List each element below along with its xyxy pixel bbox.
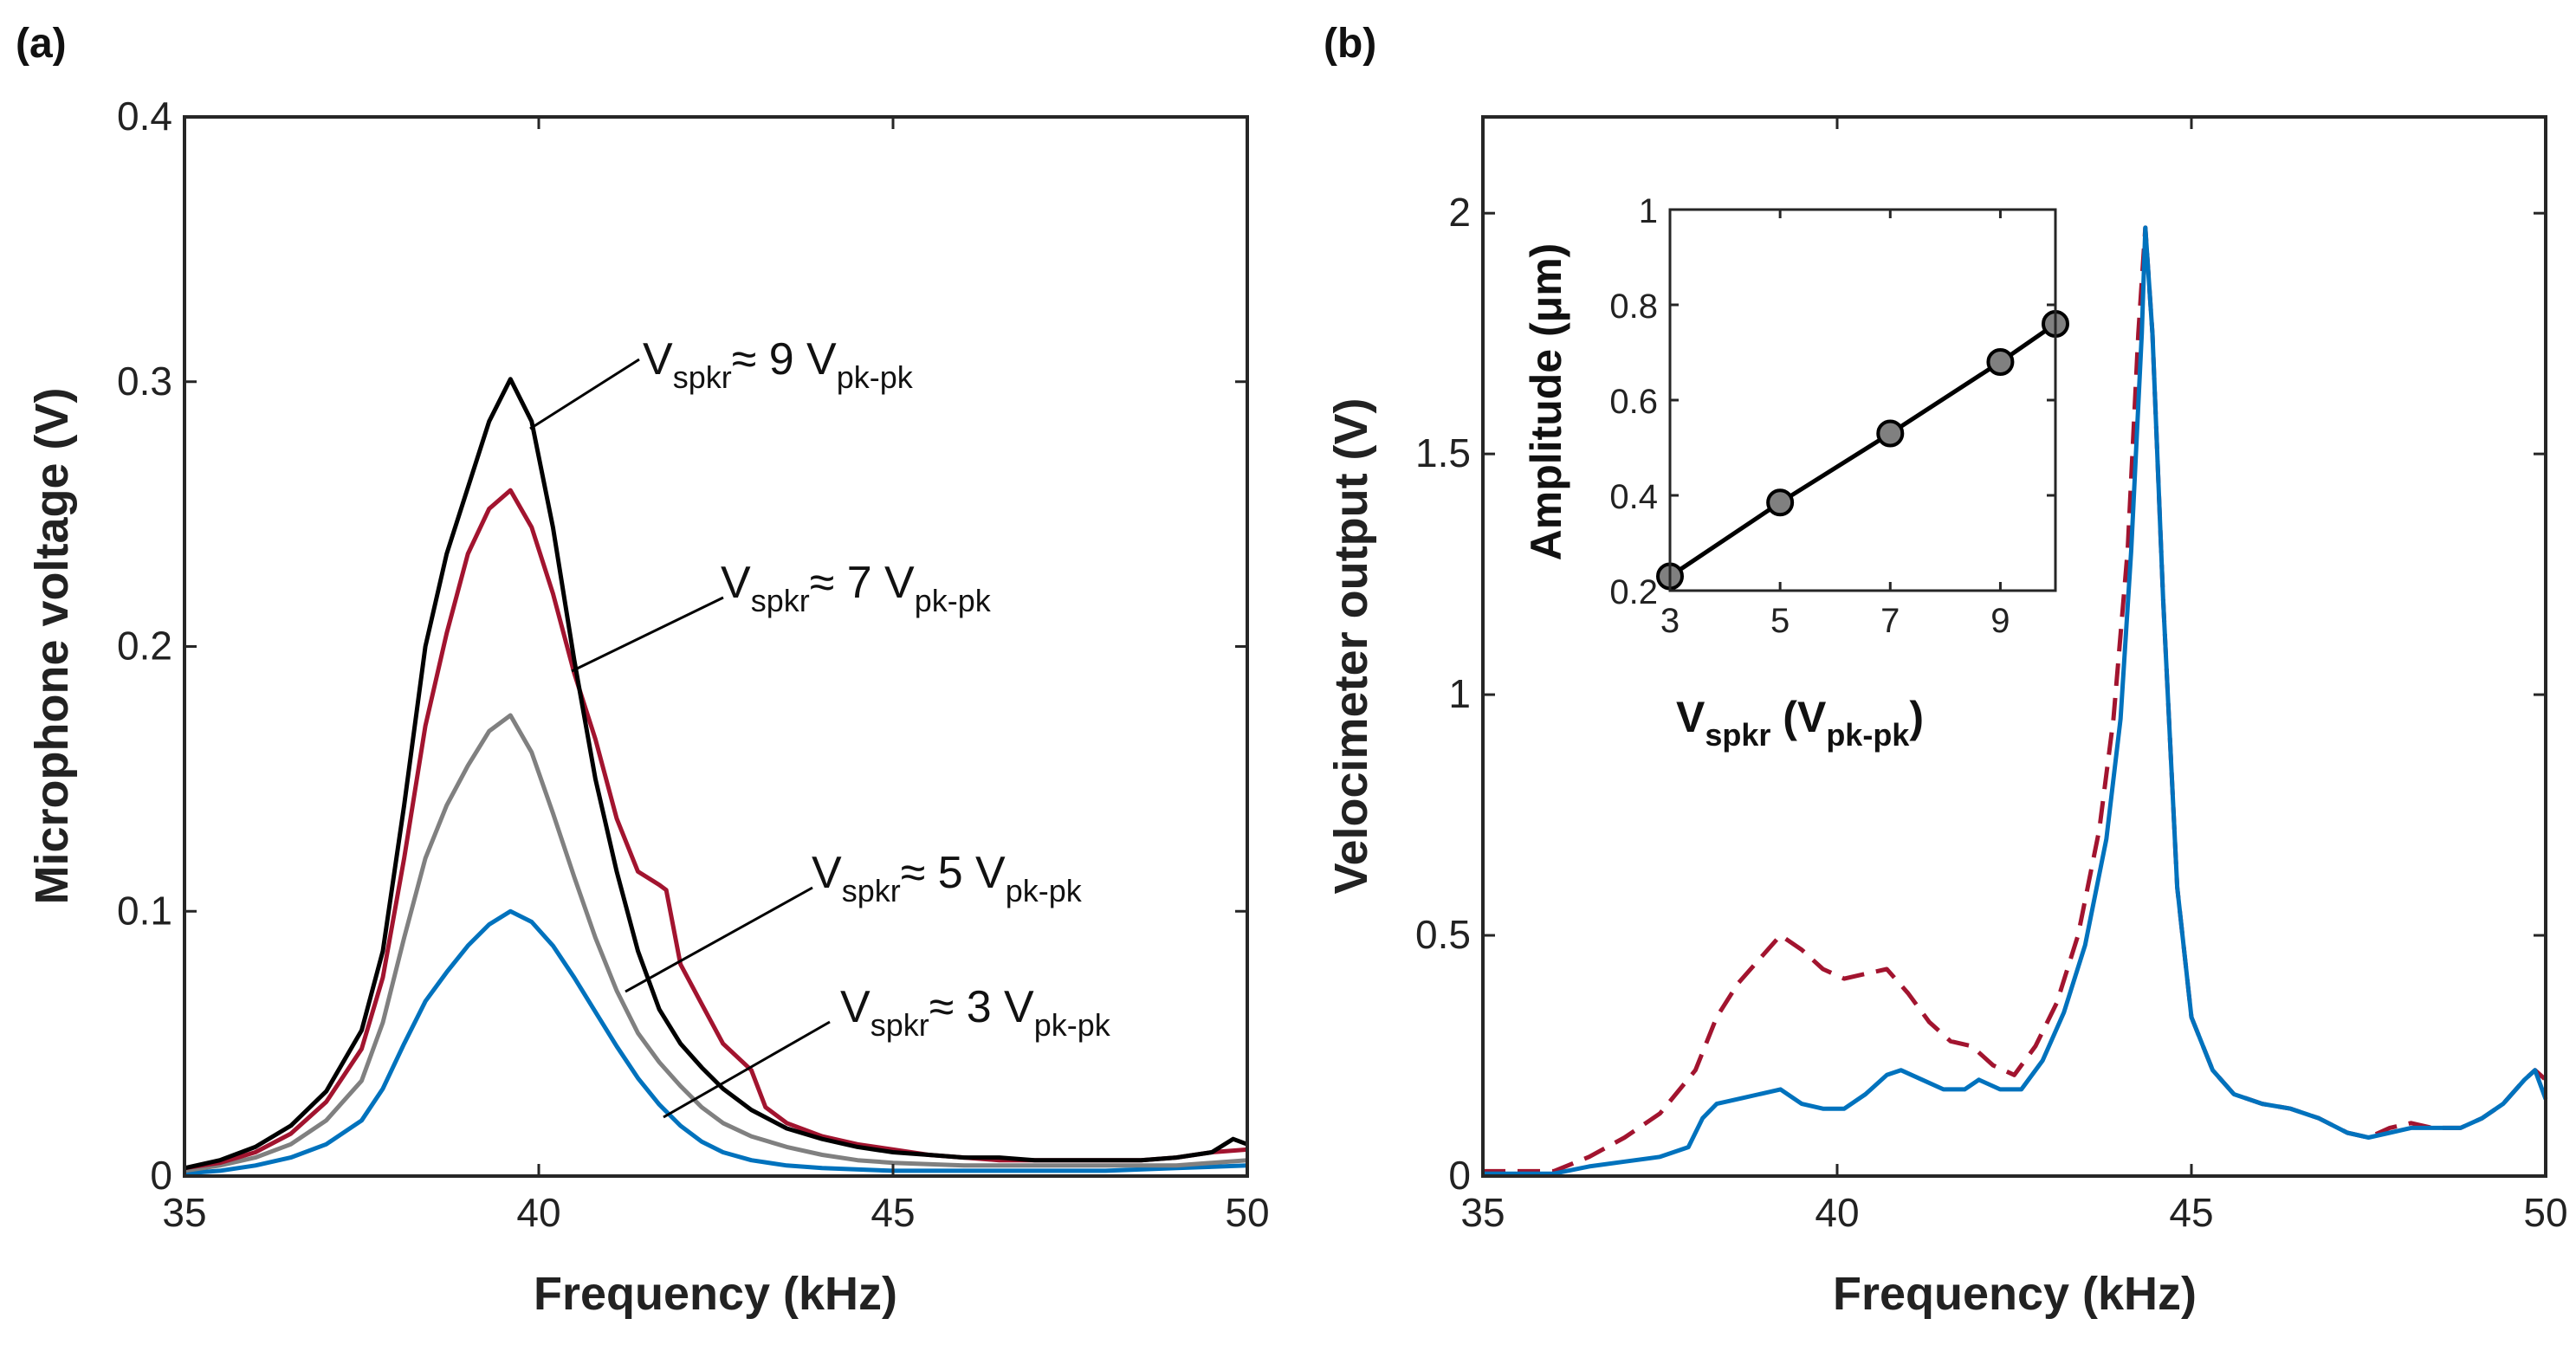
b-x-tick-label: 50: [2523, 1190, 2567, 1235]
annotation-text-5v: Vspkr≈ 5 Vpk-pk: [812, 848, 1083, 908]
inset-y-tick-label: 0.6: [1609, 383, 1658, 421]
y-axis-label-a: Microphone voltage (V): [26, 387, 78, 904]
annotation-pointer-7v: [571, 596, 724, 673]
series-line-3-vpk-pk: [184, 908, 1248, 1176]
chart-panel-a: 35 40 45 50 0 0.1 0.2 0.3 0.4 Frequency (kHz) M…: [26, 94, 1270, 1320]
inset-y-tick-label: 1: [1639, 192, 1658, 230]
inset-x-axis-label: Vspkr (Vpk-pk): [1676, 693, 1924, 753]
annotation-pointer-9v: [529, 358, 640, 430]
y-axis-label-b: Velocimeter output (V): [1325, 398, 1377, 894]
inset-x-tick-label: 3: [1660, 602, 1680, 640]
series-line-dashed: [1483, 225, 2547, 1173]
annotation-7v: Vspkr≈ 7 Vpk-pk: [571, 558, 992, 673]
annotation-3v: Vspkr≈ 3 Vpk-pk: [663, 982, 1111, 1119]
inset-point: [1766, 488, 1795, 517]
x-axis-label-b: Frequency (kHz): [1833, 1268, 2197, 1320]
b-x-tick-label: 40: [1815, 1190, 1859, 1235]
panel-a-label: (a): [16, 21, 67, 67]
annotation-text-7v: Vspkr≈ 7 Vpk-pk: [721, 558, 992, 618]
annotation-pointer-5v: [625, 886, 813, 993]
a-x-tick-label: 45: [871, 1190, 915, 1235]
inset-y-axis-label: Amplitude (μm): [1522, 243, 1570, 561]
inset-plot-area: [1670, 210, 2055, 591]
b-y-tick-label: 1.5: [1415, 430, 1471, 475]
inset-chart: 3 5 7 9 0.2 0.4 0.6 0.8 1 Vspkr (Vpk-pk) Amplit…: [1522, 192, 2069, 753]
inset-x-tick-label: 9: [1990, 602, 2010, 640]
a-y-tick-label: 0.2: [117, 624, 172, 669]
x-ticks-b: 35 40 45 50: [1460, 117, 2568, 1235]
series-group-b: [1483, 225, 2548, 1176]
b-y-tick-label: 1: [1448, 671, 1471, 716]
a-y-tick-label: 0: [150, 1153, 172, 1198]
inset-x-ticks: 3 5 7 9: [1660, 210, 2010, 640]
b-y-tick-label: 2: [1448, 190, 1471, 235]
a-y-tick-label: 0.4: [117, 94, 172, 139]
inset-y-tick-label: 0.2: [1609, 573, 1658, 611]
annotation-5v: Vspkr≈ 5 Vpk-pk: [625, 848, 1083, 993]
b-x-tick-label: 35: [1460, 1190, 1505, 1235]
annotation-text-3v: Vspkr≈ 3 Vpk-pk: [840, 982, 1111, 1043]
x-axis-label-a: Frequency (kHz): [534, 1268, 897, 1320]
series-group-a: [184, 377, 1248, 1176]
series-line-5-vpk-pk: [184, 713, 1248, 1173]
inset-x-tick-label: 7: [1880, 602, 1900, 640]
inset-y-tick-label: 0.4: [1609, 478, 1658, 516]
y-ticks-b: 0 0.5 1 1.5 2: [1415, 190, 2546, 1198]
inset-point: [1986, 348, 2015, 376]
annotation-9v: Vspkr≈ 9 Vpk-pk: [529, 334, 914, 430]
inset-y-tick-label: 0.8: [1609, 288, 1658, 326]
a-x-tick-label: 35: [162, 1190, 206, 1235]
inset-x-tick-label: 5: [1770, 602, 1790, 640]
inset-point: [1876, 419, 1905, 448]
chart-panel-b: 35 40 45 50 00.511.52 Frequency (kHz) Veloc…: [1325, 115, 2568, 1320]
axes-box-b: [1481, 115, 2547, 1178]
panel-b-label: (b): [1324, 21, 1376, 67]
series-line-9-vpk-pk: [184, 377, 1248, 1171]
series-line-solid: [1483, 225, 2548, 1176]
annotation-pointer-3v: [663, 1020, 831, 1119]
a-y-tick-label: 0.3: [117, 359, 172, 404]
x-ticks-a: 35 40 45 50: [162, 117, 1270, 1235]
a-x-tick-label: 40: [516, 1190, 560, 1235]
a-x-tick-label: 50: [1225, 1190, 1269, 1235]
y-ticks-a: 0 0.1 0.2 0.3 0.4: [117, 94, 1247, 1198]
a-y-tick-label: 0.1: [117, 888, 172, 933]
b-y-tick-label: 0: [1448, 1153, 1471, 1198]
b-x-tick-label: 45: [2169, 1190, 2213, 1235]
annotation-text-9v: Vspkr≈ 9 Vpk-pk: [643, 334, 914, 395]
inset-y-ticks: 0.2 0.4 0.6 0.8 1: [1609, 192, 2055, 611]
b-y-tick-label: 0.5: [1415, 912, 1471, 957]
plot-area-a: [184, 117, 1247, 1176]
